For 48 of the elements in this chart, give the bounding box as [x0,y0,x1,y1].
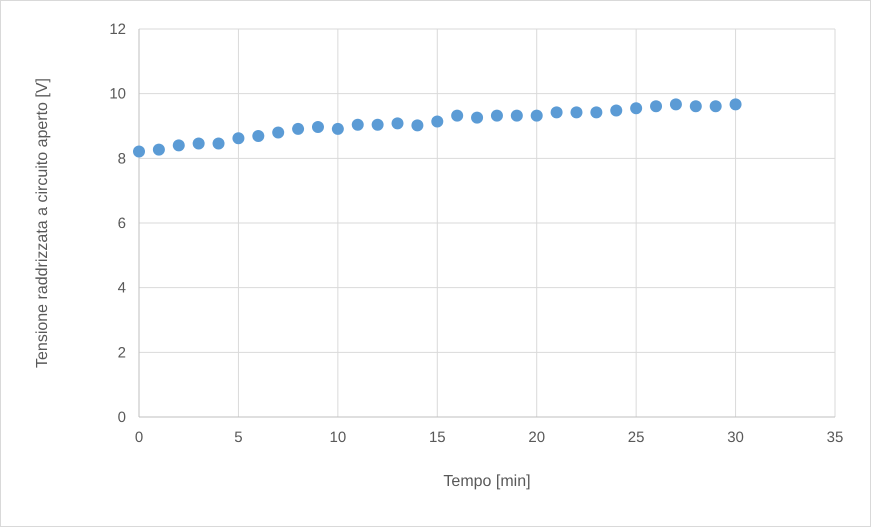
point [192,137,205,150]
y-tick-label: 10 [109,86,126,103]
point [152,144,165,156]
y-tick-label: 12 [109,21,126,38]
point [710,100,722,112]
y-tick-label: 6 [118,215,126,232]
x-tick-label: 30 [727,429,744,446]
point [272,126,284,138]
point [471,112,484,124]
point [212,137,225,150]
point [451,110,464,122]
point [550,106,563,118]
point [372,118,384,131]
point [392,117,404,130]
y-tick-label: 0 [118,409,126,426]
point [590,106,602,118]
x-tick-label: 0 [134,429,144,446]
point [610,104,622,116]
x-tick-label: 10 [330,429,346,446]
point [431,115,444,128]
x-tick-label: 15 [428,429,446,446]
point [650,100,662,112]
point [332,122,344,135]
point [252,130,264,142]
x-tick-label: 20 [528,429,546,446]
point [530,110,543,122]
point [670,98,682,110]
x-tick-label: 5 [234,429,243,446]
point [730,98,742,110]
x-tick-label: 25 [628,429,644,446]
y-tick-label: 8 [118,150,126,168]
point [570,106,582,118]
x-axis-title: Tempo [min] [443,473,531,490]
point [411,119,424,132]
point [172,139,185,152]
point [690,100,702,112]
point [292,122,304,135]
y-tick-label: 4 [118,280,126,297]
point [630,102,642,114]
point [133,146,145,158]
y-tick-label: 2 [118,344,126,362]
x-tick-label: 35 [826,429,844,446]
y-axis-title: Tensione raddrizzata a circuito aperto [V] [34,78,51,368]
point [232,132,244,144]
point [312,120,324,133]
point [352,118,364,131]
point [510,110,523,122]
point [490,110,503,122]
